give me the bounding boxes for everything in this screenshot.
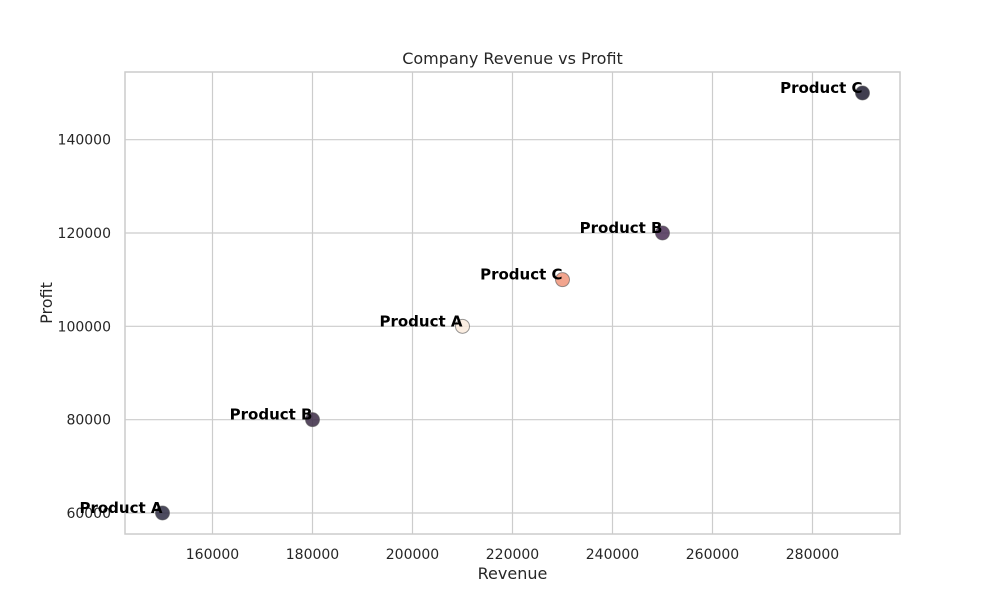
data-point [855,85,870,101]
x-tick-label: 200000 [386,547,439,563]
data-point [555,272,570,288]
data-points [155,85,870,521]
data-point [305,412,320,428]
y-tick-label: 100000 [58,319,111,335]
x-tick-label: 180000 [286,547,339,563]
data-point-label: Product C [480,266,562,284]
x-tick-label: 280000 [786,547,839,563]
x-tick-label: 240000 [586,547,639,563]
y-axis-label: Profit [37,282,56,324]
y-axis-ticks: 60000 80000 100000 120000 140000 [58,133,111,522]
y-tick-label: 120000 [58,226,111,242]
data-point [155,505,170,521]
x-axis-ticks: 160000 180000 200000 220000 240000 260000 2800… [186,547,839,563]
data-point-label: Product B [230,406,313,424]
x-axis-label: Revenue [478,564,548,583]
plot-area-border [124,71,901,535]
data-point-label: Product B [580,219,663,237]
grid [125,72,900,534]
data-point-label: Product A [379,312,462,330]
y-tick-label: 60000 [66,506,111,522]
data-point-label: Product A [79,499,162,517]
data-point [655,225,670,241]
y-tick-label: 140000 [58,133,111,149]
chart-title: Company Revenue vs Profit [402,49,623,68]
x-tick-label: 220000 [486,547,539,563]
data-point-label: Product C [780,79,862,97]
x-tick-label: 160000 [186,547,239,563]
x-tick-label: 260000 [686,547,739,563]
y-tick-label: 80000 [66,413,111,429]
point-labels: Product A Product B Product A Product C Prod… [79,79,862,517]
data-point [455,318,470,334]
